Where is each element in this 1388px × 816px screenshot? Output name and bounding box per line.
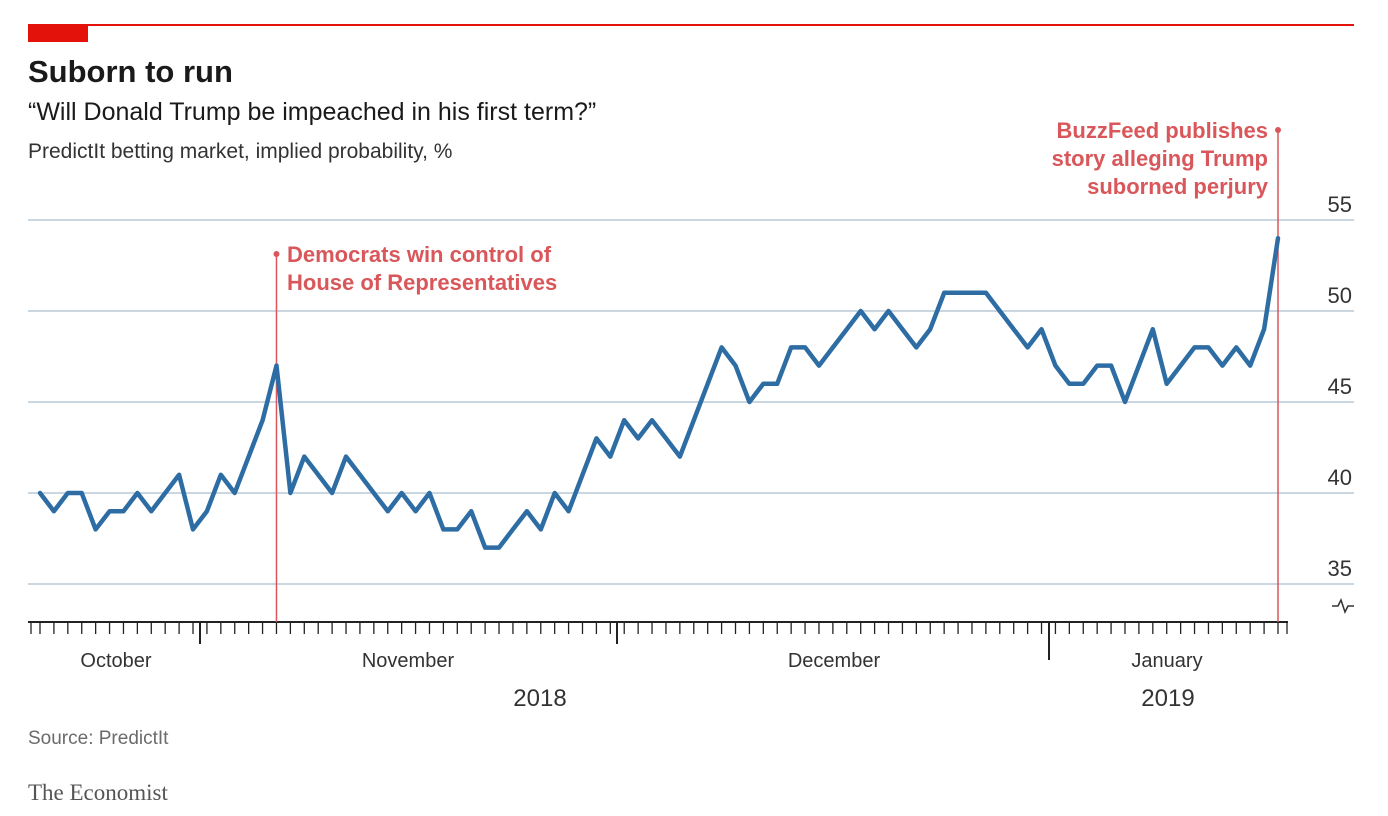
source-note: Source: PredictIt xyxy=(28,728,169,749)
y-tick-label-40: 40 xyxy=(1328,465,1352,490)
annotation-dot xyxy=(273,251,280,257)
axis-break-marker xyxy=(1332,598,1354,614)
annotation-text: BuzzFeed publishes xyxy=(1057,118,1268,143)
economist-logo: The Economist xyxy=(28,780,168,805)
annotation-text: story alleging Trump xyxy=(1052,146,1268,171)
x-month-label-november: November xyxy=(362,650,455,672)
brand-tag xyxy=(28,24,88,42)
x-month-label-october: October xyxy=(80,650,151,672)
x-month-label-december: December xyxy=(788,650,881,672)
y-tick-label-45: 45 xyxy=(1328,374,1352,399)
y-tick-label-55: 55 xyxy=(1328,192,1352,217)
chart-description: PredictIt betting market, implied probab… xyxy=(28,140,453,163)
x-year-label-2018: 2018 xyxy=(513,685,566,712)
series-line xyxy=(37,235,1281,550)
annotation-text: Democrats win control of xyxy=(287,242,552,267)
annotation-dot xyxy=(1275,127,1281,133)
x-month-label-january: January xyxy=(1131,650,1202,672)
y-tick-label-35: 35 xyxy=(1328,556,1352,581)
annotation-text: House of Representatives xyxy=(287,270,557,295)
chart-subtitle: “Will Donald Trump be impeached in his f… xyxy=(28,98,597,126)
y-tick-label-50: 50 xyxy=(1328,283,1352,308)
x-year-label-2019: 2019 xyxy=(1141,685,1194,712)
chart-title: Suborn to run xyxy=(28,54,233,89)
annotation-text: suborned perjury xyxy=(1087,174,1269,199)
top-rule xyxy=(28,24,1354,26)
